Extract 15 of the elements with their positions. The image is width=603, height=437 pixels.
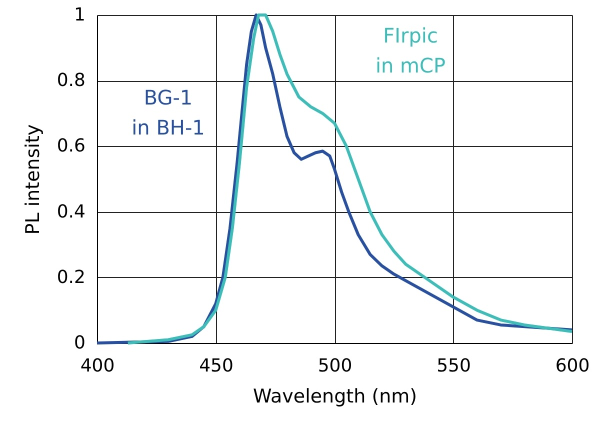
x-axis-title: Wavelength (nm) <box>252 386 418 408</box>
x-tick-label: 450 <box>199 356 234 376</box>
x-tick-label: 550 <box>436 356 471 376</box>
series-label: BG-1 in BH-1 <box>132 86 205 140</box>
y-tick-label: 0.8 <box>56 70 86 92</box>
x-tick-label: 400 <box>80 356 115 376</box>
y-tick-label: 1 <box>74 4 86 26</box>
y-tick-label: 0.6 <box>56 136 86 157</box>
x-tick-label: 600 <box>555 356 590 376</box>
text: FIrpic in mCP <box>375 23 446 78</box>
x-tick-label: 500 <box>318 356 352 376</box>
y-tick-label: 0.4 <box>56 201 86 222</box>
y-tick-label: 0 <box>74 332 86 354</box>
y-axis-title: PL intensity <box>22 124 44 235</box>
y-tick-label: 0.2 <box>56 266 86 288</box>
